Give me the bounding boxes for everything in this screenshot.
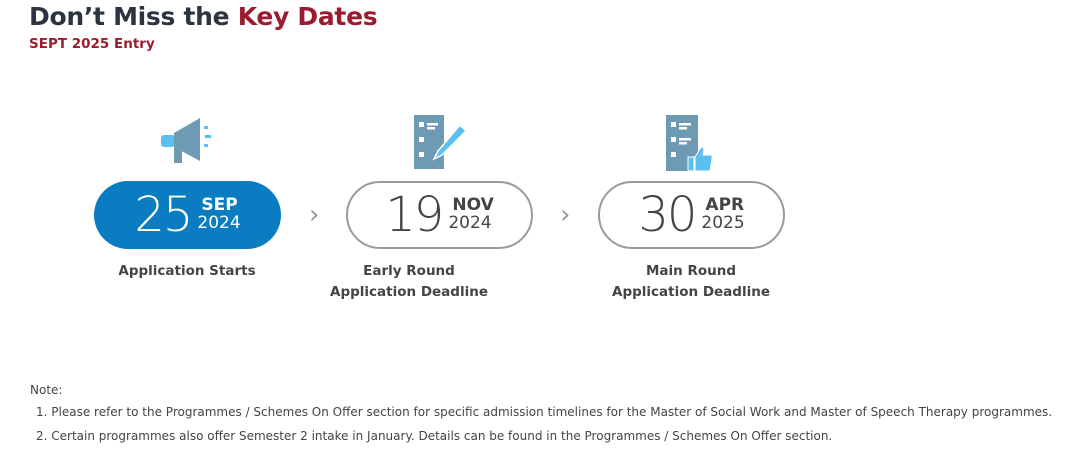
- page-title: Don’t Miss the Key Dates: [29, 2, 378, 31]
- page-subtitle: SEPT 2025 Entry: [29, 36, 155, 52]
- chevron-right-icon: ›: [309, 200, 320, 230]
- date-month: APR: [705, 195, 745, 216]
- date-year: 2024: [197, 213, 241, 233]
- checklist-pencil-icon: [414, 115, 468, 169]
- title-accent: Key Dates: [237, 2, 378, 31]
- date-day: 19: [385, 187, 444, 243]
- note-heading: Note:: [30, 383, 63, 397]
- date-box-early-round: 19 NOV 2024: [346, 181, 533, 249]
- date-box-main-round: 30 APR 2025: [598, 181, 785, 249]
- note-item: 1. Please refer to the Programmes / Sche…: [36, 405, 1053, 419]
- date-year: 2024: [448, 213, 492, 233]
- date-year: 2025: [701, 213, 745, 233]
- label-main-round: Main Round Application Deadline: [612, 263, 770, 300]
- megaphone-icon: [161, 118, 211, 163]
- date-day: 30: [638, 187, 697, 243]
- date-month: NOV: [452, 195, 494, 216]
- checklist-thumbs-up-icon: [666, 115, 713, 171]
- date-box-application-starts: 25 SEP 2024: [94, 181, 281, 249]
- title-text: Don’t Miss the: [29, 2, 238, 31]
- label-early-round: Early Round Application Deadline: [330, 263, 488, 300]
- date-month: SEP: [201, 195, 238, 216]
- label-application-starts: Application Starts: [118, 263, 256, 279]
- chevron-right-icon: ›: [560, 200, 571, 230]
- date-day: 25: [134, 187, 193, 243]
- note-item: 2. Certain programmes also offer Semeste…: [36, 429, 833, 443]
